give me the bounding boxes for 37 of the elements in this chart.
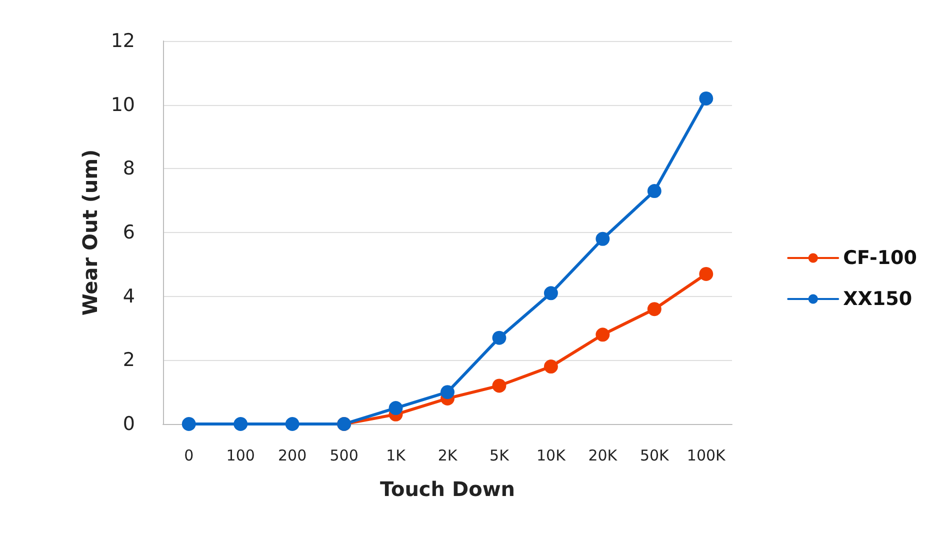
x-tick-label: 2K (438, 446, 458, 464)
x-tick-label: 20K (588, 446, 618, 464)
point (234, 417, 248, 431)
x-axis-title: Touch Down (380, 477, 516, 501)
y-tick-label: 12 (110, 30, 135, 52)
point (647, 302, 662, 316)
x-tick-label: 100 (226, 446, 255, 464)
x-tick-label: 500 (330, 446, 358, 464)
point (647, 184, 662, 198)
x-tick-label: 5K (490, 446, 510, 464)
point (544, 286, 558, 300)
y-tick-label: 0 (122, 413, 135, 435)
y-tick-label: 4 (122, 285, 135, 308)
y-tick-label: 6 (122, 222, 135, 244)
legend-label: XX150 (843, 288, 912, 310)
x-tick-label: 10K (536, 446, 567, 464)
point (388, 401, 403, 416)
point (182, 417, 196, 431)
x-tick-label: 50K (640, 446, 670, 464)
y-tick-label: 10 (110, 94, 135, 116)
point (492, 330, 506, 345)
y-tick-label: 8 (122, 158, 135, 180)
legend-label: CF-100 (843, 247, 918, 269)
point (285, 417, 300, 431)
y-axis-title: Wear Out (um) (78, 149, 102, 316)
point (492, 378, 506, 393)
point (596, 328, 610, 342)
point (596, 232, 610, 246)
x-tick-label: 200 (278, 446, 307, 464)
x-tick-label: 1K (386, 446, 407, 464)
x-tick-label: 0 (184, 446, 194, 464)
point (699, 266, 714, 281)
point (544, 360, 558, 374)
point (699, 91, 714, 106)
point (440, 385, 454, 400)
x-tick-label: 100K (686, 446, 727, 464)
y-tick-label: 2 (122, 349, 135, 372)
